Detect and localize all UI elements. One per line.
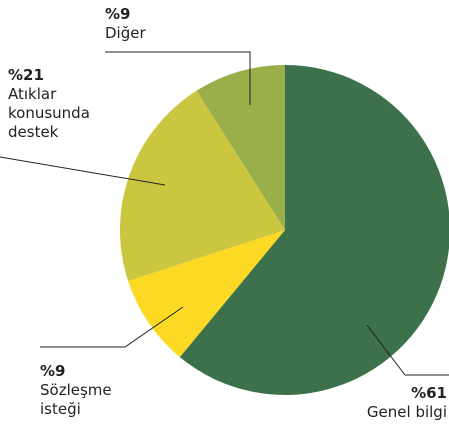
pie-slice bbox=[196, 65, 285, 230]
value-label: %9 bbox=[105, 5, 131, 23]
category-label: Diğer bbox=[105, 24, 146, 42]
pie-slice bbox=[179, 65, 449, 395]
category-label: Genel bilgi bbox=[366, 403, 447, 421]
leader-line bbox=[40, 306, 184, 348]
leader-line bbox=[0, 156, 166, 186]
leader-line bbox=[366, 324, 449, 376]
leader-line bbox=[105, 51, 251, 105]
slice-label: %9 Diğer bbox=[105, 5, 225, 43]
slice-label: %9 Sözleşme isteği bbox=[40, 362, 150, 419]
category-label: Atıklar konusunda destek bbox=[8, 85, 90, 141]
slice-label: %21 Atıklar konusunda destek bbox=[8, 66, 113, 142]
value-label: %21 bbox=[8, 66, 44, 84]
value-label: %9 bbox=[40, 362, 66, 380]
pie-slice bbox=[128, 230, 285, 358]
slice-label: %61 Genel bilgi bbox=[327, 384, 447, 422]
pie-slice bbox=[119, 90, 285, 281]
value-label: %61 bbox=[411, 384, 447, 402]
category-label: Sözleşme isteği bbox=[40, 381, 112, 418]
